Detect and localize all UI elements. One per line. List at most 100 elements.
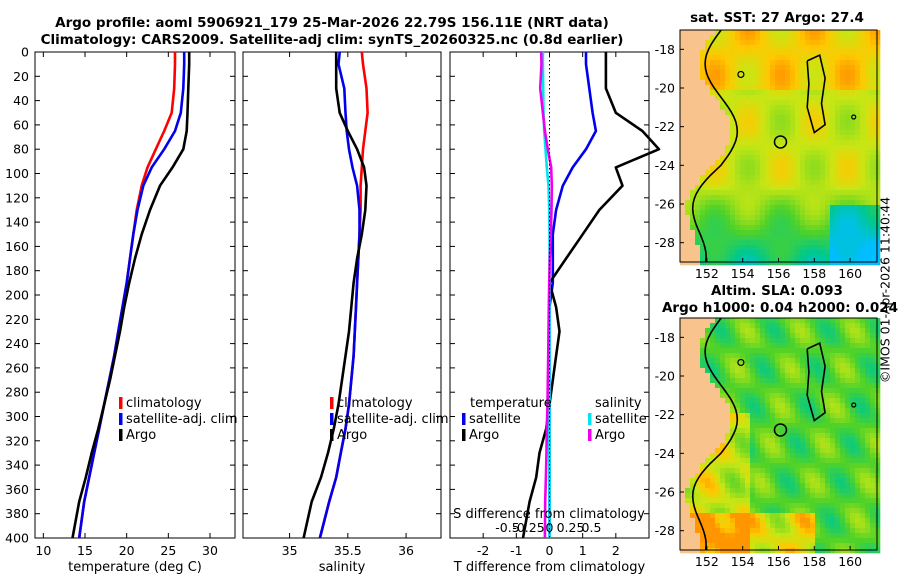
sla-map-cell [705, 343, 711, 349]
sst-map-cell [840, 105, 846, 111]
sst-map-cell [775, 210, 781, 216]
sla-map-cell [755, 453, 761, 459]
sla-map-cell [800, 543, 806, 549]
sla-map-cell [700, 373, 706, 379]
sst-map-cell [720, 250, 726, 256]
sla-map-cell [680, 403, 686, 409]
sla-map-cell [805, 473, 811, 479]
sla-map-cell [725, 378, 731, 384]
sla-map-cell [860, 458, 866, 464]
sst-map-cell [765, 150, 771, 156]
sst-map-cell [845, 205, 851, 211]
sla-argo-float-marker [773, 423, 788, 437]
sla-map-cell [700, 378, 706, 384]
sst-map-cell [875, 70, 881, 76]
sla-map-cell [755, 463, 761, 469]
sla-map-cell [735, 518, 741, 524]
sst-map-cell [800, 40, 806, 46]
sst-map-cell [860, 110, 866, 116]
sla-map-cell [855, 453, 861, 459]
sla-map-cell [755, 383, 761, 389]
sst-map-cell [750, 240, 756, 246]
sst-map-cell [735, 80, 741, 86]
sla-map-cell [830, 383, 836, 389]
sla-map-cell [695, 383, 701, 389]
sla-map-cell [710, 323, 716, 329]
sla-map-cell [785, 368, 791, 374]
sst-map-cell [705, 195, 711, 201]
sst-map-cell [865, 55, 871, 61]
sla-map-cell [770, 343, 776, 349]
sla-map-cell [850, 438, 856, 444]
sst-map-cell [705, 190, 711, 196]
sst-map-cell [725, 140, 731, 146]
sst-map-cell [735, 210, 741, 216]
salinity-legend-swatch [330, 397, 334, 409]
sla-map-cell [800, 538, 806, 544]
sla-map-cell [680, 393, 686, 399]
sla-map-cell [785, 323, 791, 329]
sst-map-cell [865, 215, 871, 221]
sla-map-cell [780, 383, 786, 389]
sla-map-cell [795, 318, 801, 324]
temperature-ytick-label: 40 [13, 93, 29, 108]
sst-map-cell [750, 55, 756, 61]
sst-map-cell [765, 110, 771, 116]
sst-map-cell [855, 110, 861, 116]
sla-map-cell [785, 433, 791, 439]
sst-map-cell [820, 215, 826, 221]
sla-map-cell [835, 508, 841, 514]
sst-map-cell [730, 45, 736, 51]
sst-map-cell [735, 155, 741, 161]
sst-map-cell [795, 210, 801, 216]
sla-map-cell [755, 423, 761, 429]
sst-map-cell [685, 145, 691, 151]
sst-map-cell [720, 35, 726, 41]
sla-map-cell [710, 388, 716, 394]
sla-map-cell [870, 478, 876, 484]
sst-map-cell [865, 205, 871, 211]
sla-map-cell [875, 543, 881, 549]
sla-map-cell [860, 408, 866, 414]
sst-map-cell [785, 75, 791, 81]
sla-map-cell [740, 453, 746, 459]
sst-map-cell [815, 215, 821, 221]
sla-map-cell [770, 373, 776, 379]
sla-map-cell [745, 353, 751, 359]
sst-map-cell [830, 100, 836, 106]
sst-map-cell [775, 175, 781, 181]
sla-map-cell [865, 408, 871, 414]
sst-map-cell [870, 220, 876, 226]
sst-map-cell [850, 205, 856, 211]
sst-map-cell [715, 155, 721, 161]
sla-map-cell [830, 503, 836, 509]
sst-map-cell [710, 95, 716, 101]
sla-map-cell [845, 463, 851, 469]
sla-map-cell [720, 413, 726, 419]
sst-map-cell [825, 175, 831, 181]
sst-map-cell [740, 235, 746, 241]
sla-map-cell [740, 333, 746, 339]
sla-map-cell [790, 418, 796, 424]
sst-map-cell [860, 235, 866, 241]
sst-map-cell [720, 190, 726, 196]
sla-map-cell [695, 388, 701, 394]
sst-map-cell [860, 45, 866, 51]
sla-map-cell [745, 448, 751, 454]
sst-map-cell [735, 180, 741, 186]
sst-map-cell [680, 175, 686, 181]
sst-map-cell [840, 215, 846, 221]
sst-map-cell [720, 40, 726, 46]
sla-map-cell [845, 408, 851, 414]
sla-map-cell [865, 398, 871, 404]
sla-map-cell [715, 488, 721, 494]
sla-map-cell [845, 498, 851, 504]
sst-map-cell [730, 110, 736, 116]
sla-map-cell [745, 498, 751, 504]
sla-map-cell [850, 388, 856, 394]
sst-map-cell [860, 200, 866, 206]
sla-map-cell [715, 538, 721, 544]
sla-map-cell [730, 498, 736, 504]
sla-map-cell [715, 533, 721, 539]
sla-map-cell [835, 328, 841, 334]
